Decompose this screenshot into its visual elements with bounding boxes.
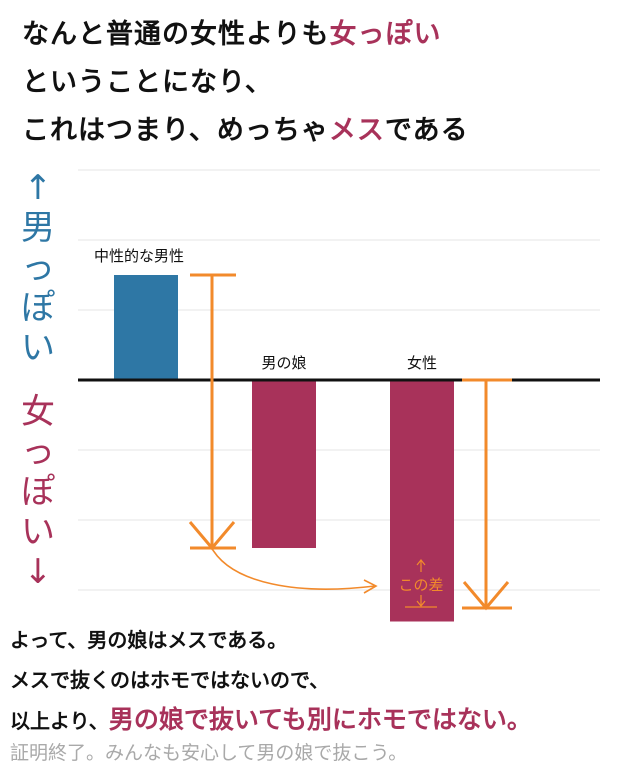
male-char-4: い <box>21 328 55 368</box>
footer-2-text: メスで抜くのはホモではないので、 <box>10 668 330 692</box>
female-char-2: っ <box>21 432 55 472</box>
footer-line-1: よって、男の娘はメスである。 <box>10 624 287 653</box>
female-char-3: ぽ <box>21 472 55 512</box>
headline-line-1: なんと普通の女性よりも女っぽい <box>22 12 441 51</box>
footer-line-2: メスで抜くのはホモではないので、 <box>10 664 329 693</box>
headline-line-3: これはつまり、めっちゃメスである <box>22 108 469 147</box>
bar-1 <box>114 275 178 380</box>
bar-3 <box>390 380 454 622</box>
footer-line-4: 証明終了。みんなも安心して男の娘で抜こう。 <box>10 738 407 765</box>
male-char-3: ぽ <box>21 288 55 328</box>
footer-3-emphasis: 男の娘で抜いても別にホモではない。 <box>108 705 532 734</box>
footer-1-text: よって、男の娘はメスである。 <box>10 628 288 652</box>
difference-lower-arrowhead <box>416 600 426 607</box>
category-label-3: 女性 <box>407 354 437 372</box>
footer-4-text: 証明終了。みんなも安心して男の娘で抜こう。 <box>10 742 408 764</box>
female-side-label: 女 っ ぽ い ↓ <box>16 392 60 592</box>
female-char-4: い <box>21 512 55 552</box>
category-label-1: 中性的な男性 <box>94 247 184 265</box>
footer-3-text: 以上より、 <box>10 709 109 733</box>
difference-upper-arrowhead <box>416 559 426 566</box>
down-arrow-icon: ↓ <box>23 552 53 592</box>
headline-3-emphasis: メス <box>328 115 385 146</box>
male-char-2: っ <box>21 248 55 288</box>
difference-label: この差 <box>398 576 443 594</box>
up-arrow-icon: ↑ <box>23 168 53 208</box>
male-char-1: 男 <box>21 208 55 248</box>
female-char-1: 女 <box>21 392 55 432</box>
headline-3-tail: である <box>384 115 469 146</box>
headline-2-text: ということになり、 <box>22 67 273 98</box>
category-label-2: 男の娘 <box>261 354 306 372</box>
curved-arrow-head <box>363 579 378 594</box>
headline-3-text: これはつまり、めっちゃ <box>22 115 329 146</box>
footer-line-3: 以上より、男の娘で抜いても別にホモではない。 <box>10 700 532 736</box>
headline-1-emphasis: 女っぽい <box>329 19 442 50</box>
male-side-label: ↑ 男 っ ぽ い <box>16 168 60 368</box>
curved-arrow <box>209 544 376 590</box>
headline-1-text: なんと普通の女性よりも <box>22 19 330 50</box>
bar-2 <box>252 380 316 548</box>
headline-line-2: ということになり、 <box>22 60 273 99</box>
